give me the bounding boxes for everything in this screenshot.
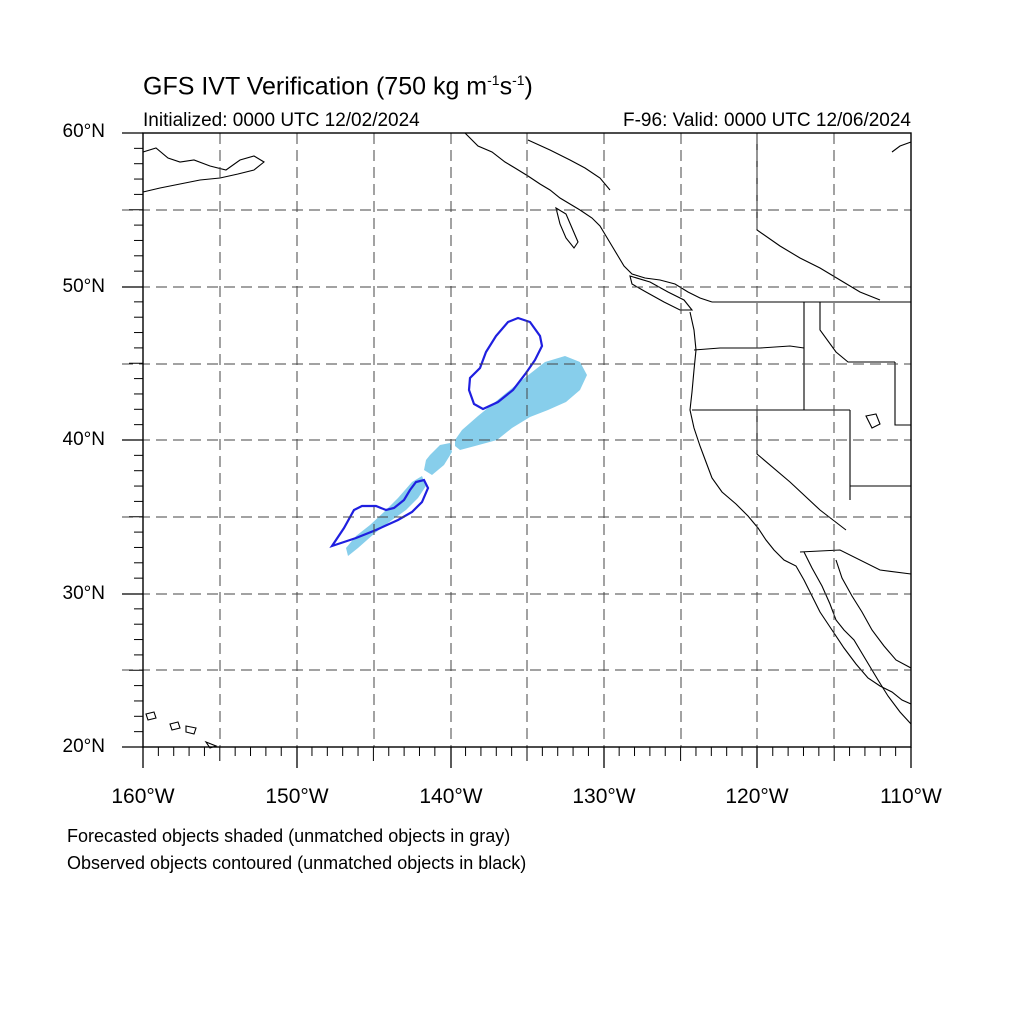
chart-title: GFS IVT Verification (750 kg m-1s-1) bbox=[143, 72, 533, 101]
border-wa-or bbox=[693, 345, 805, 351]
coast-baja bbox=[803, 551, 912, 725]
forecast-object-mid bbox=[424, 443, 452, 475]
border-id-mt bbox=[819, 302, 895, 363]
major-ticks bbox=[122, 132, 912, 768]
border-alaska-canada bbox=[756, 133, 881, 301]
coast-alaska-north bbox=[527, 139, 611, 191]
great-salt-lake bbox=[865, 413, 881, 429]
lat-label-60n: 60°N bbox=[62, 121, 105, 142]
coastlines bbox=[142, 132, 912, 749]
forecast-object-north bbox=[455, 356, 587, 450]
lon-label-140w: 140°W bbox=[419, 785, 483, 808]
footnote-observed: Observed objects contoured (unmatched ob… bbox=[67, 853, 527, 873]
lon-label-110w: 110°W bbox=[880, 785, 942, 808]
lat-label-50n: 50°N bbox=[62, 276, 105, 297]
coast-alaska-west bbox=[142, 147, 265, 193]
forecast-object-south bbox=[346, 476, 426, 556]
coast-bc bbox=[464, 132, 713, 303]
border-us-mexico bbox=[799, 549, 912, 575]
title-exp1: -1 bbox=[487, 72, 500, 88]
border-wy bbox=[894, 362, 911, 426]
title-main: GFS IVT Verification (750 kg m bbox=[143, 72, 488, 101]
lon-label-130w: 130°W bbox=[572, 785, 636, 808]
title-mid: s bbox=[499, 72, 513, 101]
valid-label: F-96: Valid: 0000 UTC 12/06/2024 bbox=[623, 110, 911, 131]
init-label: Initialized: 0000 UTC 12/02/2024 bbox=[143, 110, 420, 131]
lon-label-150w: 150°W bbox=[265, 785, 329, 808]
observed-objects bbox=[329, 316, 544, 549]
lon-label-120w: 120°W bbox=[725, 785, 789, 808]
island-vancouver bbox=[629, 275, 694, 311]
title-end: ) bbox=[524, 72, 533, 101]
coast-northeast bbox=[891, 141, 912, 153]
lat-label-20n: 20°N bbox=[62, 736, 105, 757]
island-haida-gwaii bbox=[555, 206, 579, 249]
island-hawaii-3 bbox=[185, 725, 197, 735]
border-ca-nv bbox=[756, 410, 847, 531]
coast-us-west bbox=[689, 311, 912, 705]
title-exp2: -1 bbox=[512, 72, 525, 88]
lon-label-160w: 160°W bbox=[111, 785, 175, 808]
lat-label-40n: 40°N bbox=[62, 429, 105, 450]
footnote-forecast: Forecasted objects shaded (unmatched obj… bbox=[67, 826, 511, 846]
graticule bbox=[122, 133, 911, 747]
island-hawaii-1 bbox=[145, 711, 157, 721]
observed-contour-south bbox=[329, 478, 430, 549]
minor-ticks bbox=[129, 147, 897, 761]
lat-label-30n: 30°N bbox=[62, 583, 105, 604]
observed-contour-north bbox=[467, 316, 544, 411]
coast-gulf-california bbox=[835, 559, 912, 669]
island-hawaii-2 bbox=[169, 721, 181, 731]
